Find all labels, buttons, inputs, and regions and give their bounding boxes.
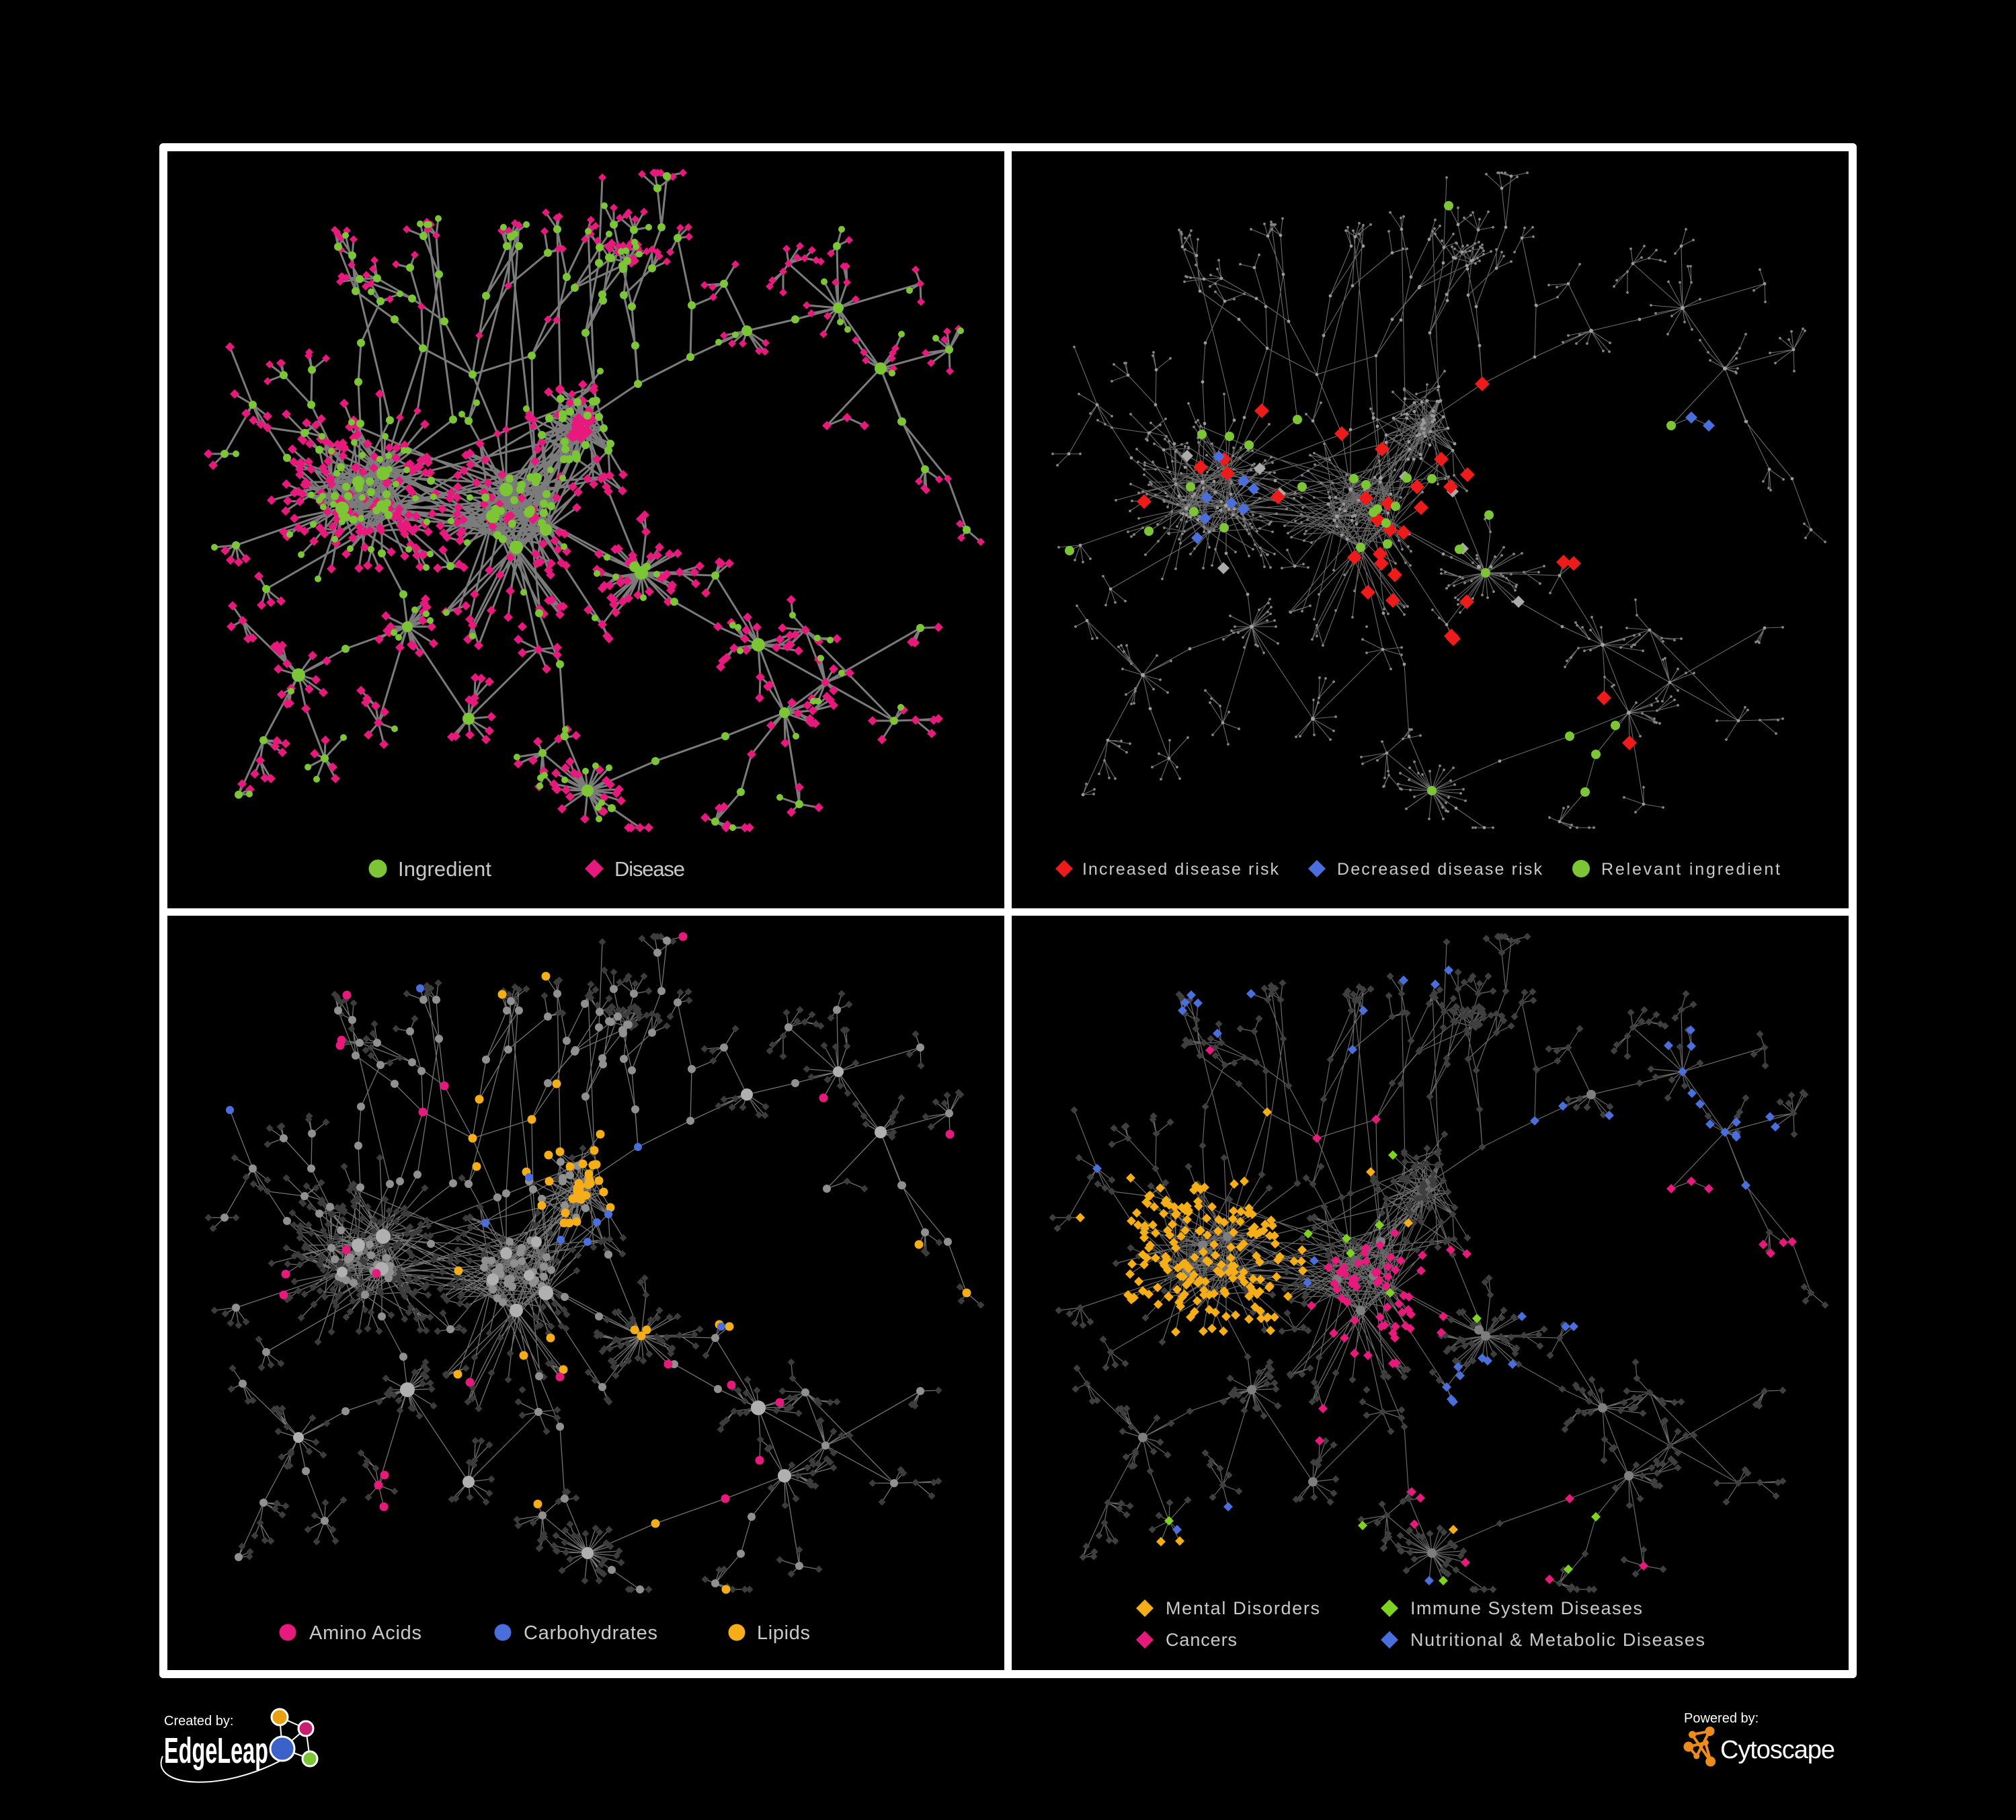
svg-text:Disease: Disease <box>614 857 685 881</box>
svg-text:Decreased disease risk: Decreased disease risk <box>1337 860 1543 879</box>
svg-text:Ingredient: Ingredient <box>398 857 491 881</box>
svg-text:Mental Disorders: Mental Disorders <box>1166 1598 1320 1618</box>
svg-text:EdgeLeap: EdgeLeap <box>164 1731 268 1771</box>
svg-text:Cytoscape: Cytoscape <box>1720 1736 1835 1764</box>
svg-text:Carbohydrates: Carbohydrates <box>524 1622 657 1644</box>
svg-text:Amino Acids: Amino Acids <box>309 1622 421 1644</box>
svg-text:Cancers: Cancers <box>1166 1630 1237 1650</box>
svg-text:Powered by:: Powered by: <box>1684 1711 1759 1726</box>
svg-text:Immune System Diseases: Immune System Diseases <box>1410 1598 1642 1618</box>
svg-text:Created by:: Created by: <box>164 1714 233 1729</box>
svg-text:Lipids: Lipids <box>757 1622 810 1644</box>
